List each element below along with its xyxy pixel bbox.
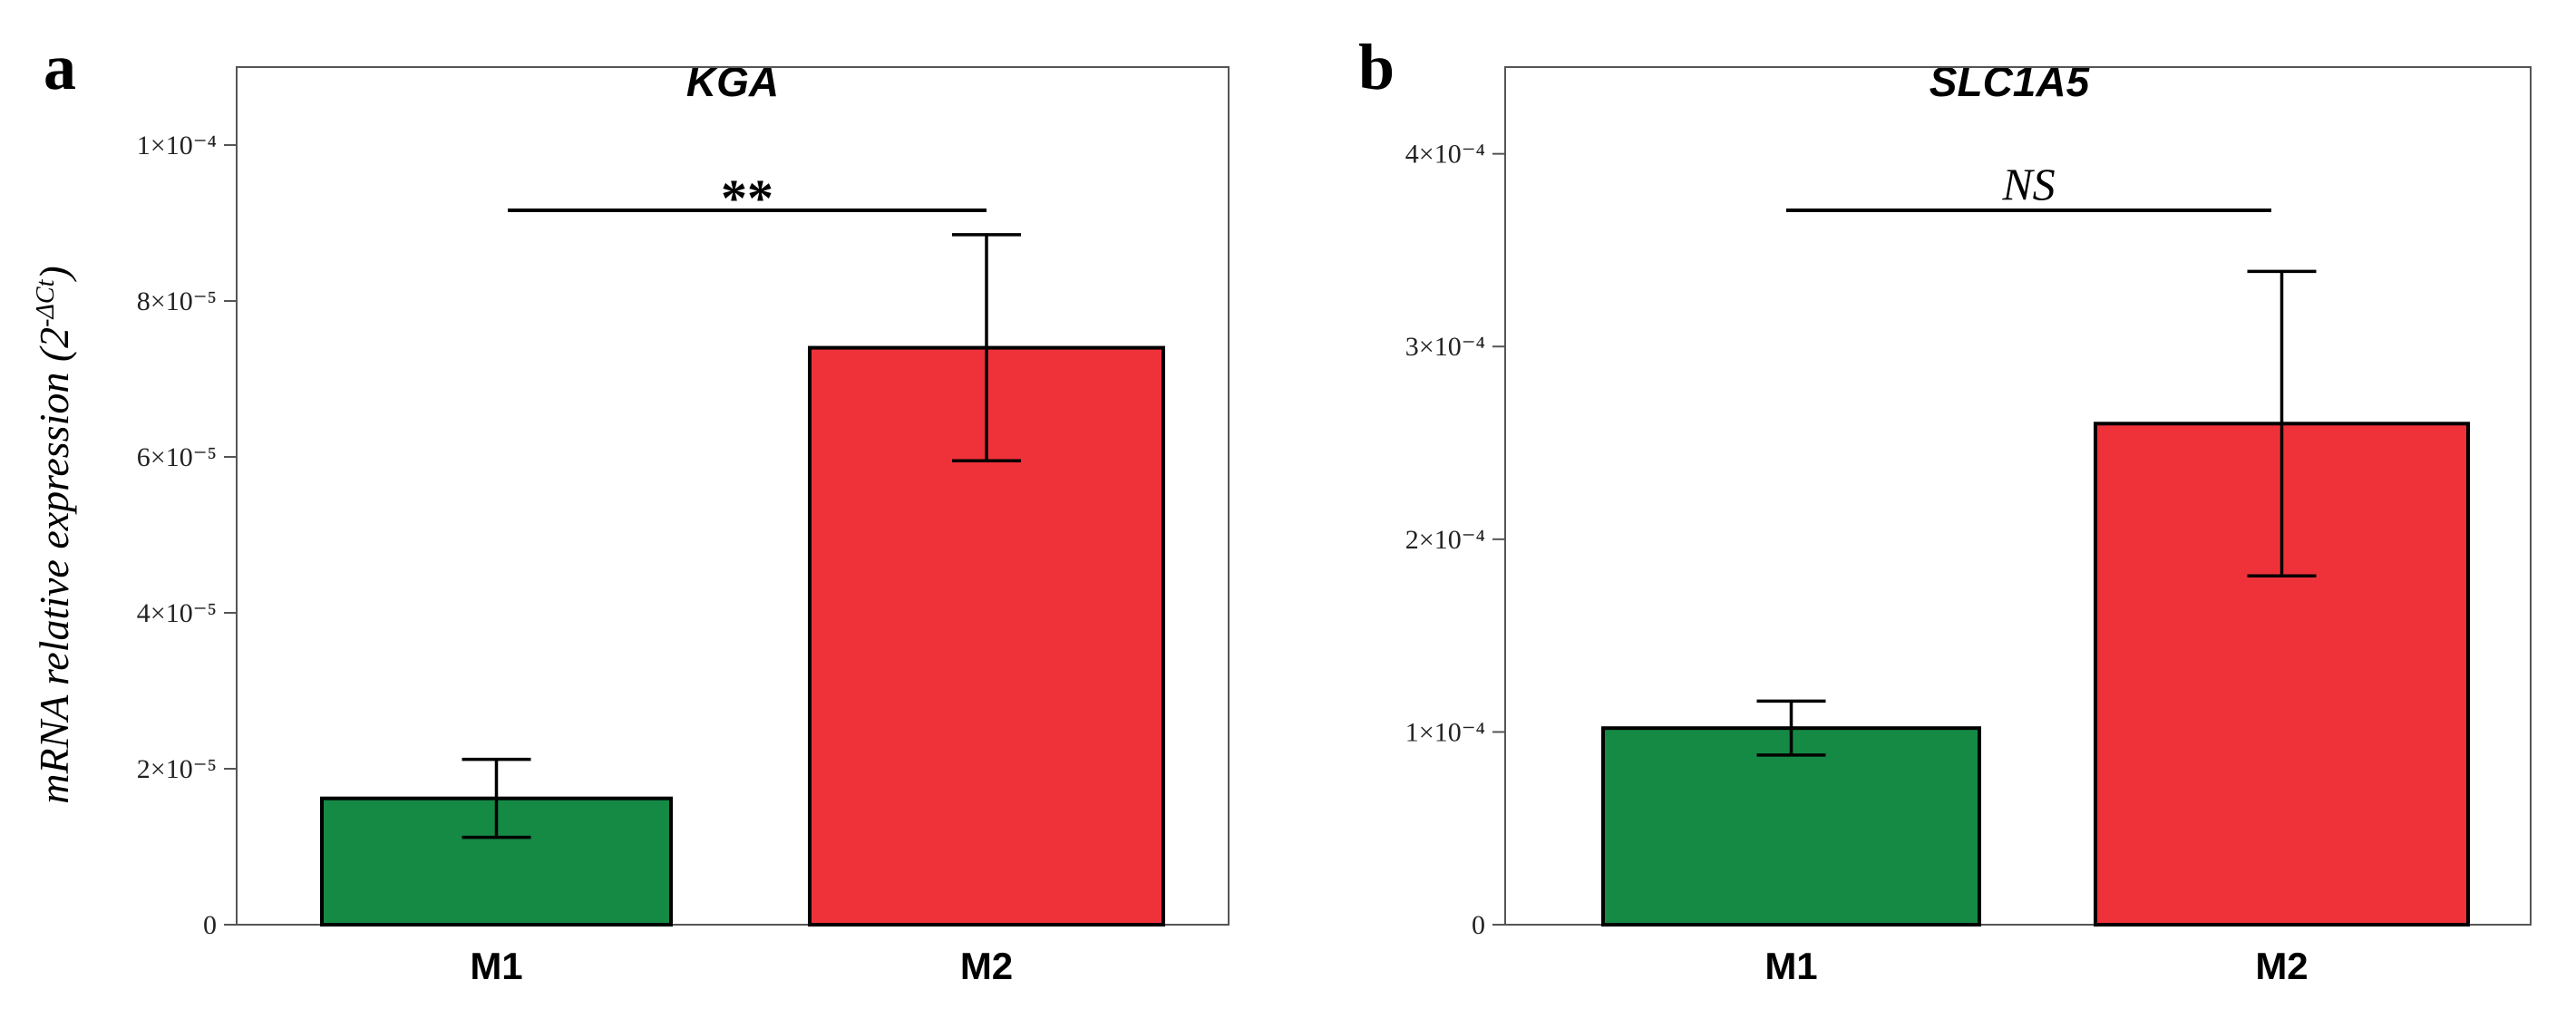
panel-b-frame <box>1504 66 2532 926</box>
panel-a-error-bars <box>462 233 1021 839</box>
category-label-m2: M2 <box>960 945 1013 987</box>
panel-a-significance-label: ** <box>721 169 773 228</box>
error-bar-m1 <box>1756 699 1826 757</box>
y-tick-label: 3×10⁻⁴ <box>1405 332 1485 362</box>
panel-b: b SLC1A5 0 1×10⁻⁴ 2×10⁻⁴ 3×10⁻⁴ 4×10⁻⁴ NS M1… <box>1358 31 2532 987</box>
panel-a-letter: a <box>44 31 76 103</box>
panel-a-title: KGA <box>686 58 779 105</box>
y-tick-label: 4×10⁻⁵ <box>137 598 217 628</box>
y-axis-label: mRNA relative expression (2-ΔCt) <box>31 266 77 803</box>
y-tick-label: 6×10⁻⁵ <box>137 442 217 472</box>
y-tick-label: 1×10⁻⁴ <box>1405 717 1485 747</box>
panel-a-y-axis: 0 2×10⁻⁵ 4×10⁻⁵ 6×10⁻⁵ 8×10⁻⁵ 1×10⁻⁴ <box>137 131 237 940</box>
y-axis-label-main: mRNA relative expression (2 <box>31 327 77 804</box>
category-label-m1: M1 <box>1764 945 1817 987</box>
y-tick-label: 0 <box>1472 910 1485 940</box>
y-tick-label: 1×10⁻⁴ <box>137 131 217 160</box>
panel-a-x-axis: M1 M2 <box>470 945 1013 987</box>
error-bar-m2 <box>952 233 1021 463</box>
panel-b-plot: 0 1×10⁻⁴ 2×10⁻⁴ 3×10⁻⁴ 4×10⁻⁴ NS M1 M2 <box>1405 66 2532 987</box>
y-axis-label-close: ) <box>31 266 77 282</box>
error-bar-m1 <box>462 757 531 839</box>
panel-a-bars <box>320 345 1165 927</box>
category-label-m2: M2 <box>2255 945 2308 987</box>
panel-b-letter: b <box>1358 31 1395 103</box>
bar-m1 <box>1601 726 1981 927</box>
y-tick-label: 2×10⁻⁴ <box>1405 525 1485 555</box>
y-tick-label: 0 <box>203 910 217 940</box>
panel-a: a KGA mRNA relative expression (2-ΔCt) 0… <box>31 31 1230 987</box>
panel-b-bars <box>1601 422 2470 927</box>
error-bar-m2 <box>2247 269 2317 577</box>
y-tick-label: 2×10⁻⁵ <box>137 754 217 784</box>
panel-b-title: SLC1A5 <box>1930 58 2091 105</box>
panel-a-plot: 0 2×10⁻⁵ 4×10⁻⁵ 6×10⁻⁵ 8×10⁻⁵ 1×10⁻⁴ ** M1 M2 <box>137 66 1230 987</box>
y-axis-label-sup: -ΔCt <box>32 278 60 326</box>
panel-a-frame <box>236 66 1230 926</box>
panel-b-significance-label: NS <box>2001 159 2055 209</box>
panel-b-x-axis: M1 M2 <box>1764 945 2308 987</box>
panel-b-error-bars <box>1756 269 2317 757</box>
category-label-m1: M1 <box>470 945 522 987</box>
y-tick-label: 8×10⁻⁵ <box>137 286 217 316</box>
panel-b-y-axis: 0 1×10⁻⁴ 2×10⁻⁴ 3×10⁻⁴ 4×10⁻⁴ <box>1405 140 1505 940</box>
y-tick-label: 4×10⁻⁴ <box>1405 140 1485 170</box>
